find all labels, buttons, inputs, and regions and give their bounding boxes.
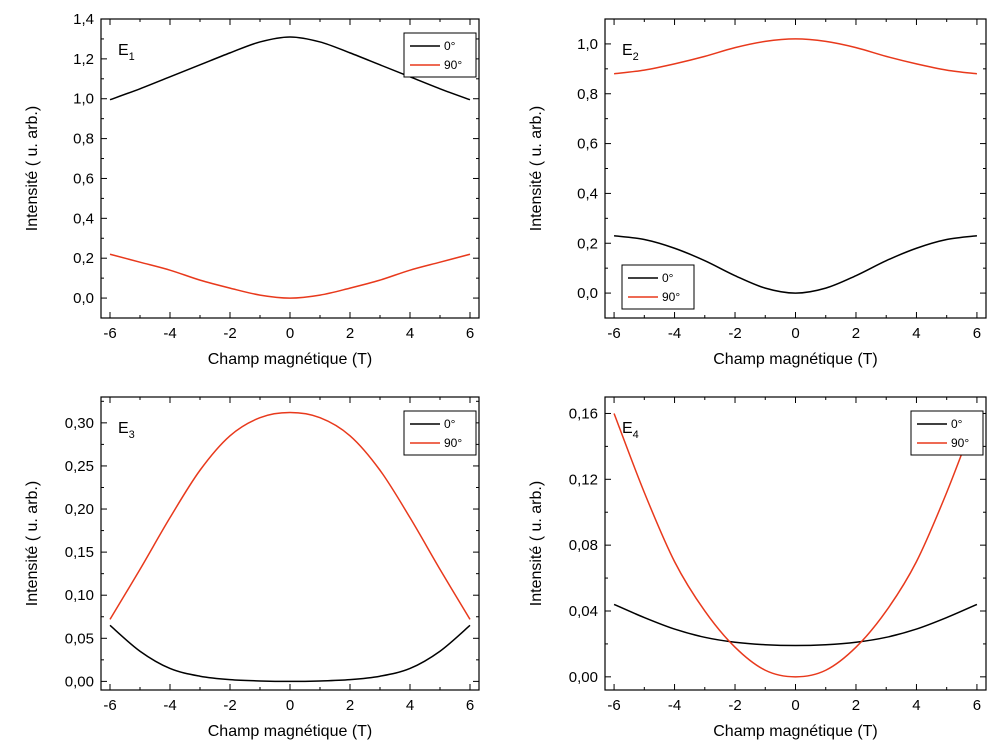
x-tick-label: -2 (728, 325, 741, 342)
y-tick-label: 0,00 (569, 669, 598, 686)
x-tick-label: 6 (973, 697, 981, 714)
legend-entry: 90° (444, 58, 462, 72)
y-tick-label: 1,2 (73, 51, 94, 68)
x-tick-label: 0 (791, 697, 799, 714)
y-axis-title: Intensité ( u. arb.) (528, 481, 545, 606)
legend-entry: 0° (444, 39, 456, 53)
y-tick-label: 0,4 (73, 210, 94, 227)
x-tick-label: 2 (346, 697, 354, 714)
legend-entry: 0° (444, 417, 456, 431)
x-axis-title: Champ magnétique (T) (208, 723, 373, 740)
y-tick-label: 0,00 (65, 673, 94, 690)
x-tick-label: 2 (852, 697, 860, 714)
x-tick-label: -4 (163, 697, 176, 714)
y-tick-label: 0,8 (73, 131, 94, 148)
y-tick-label: 0,30 (65, 415, 94, 432)
chart-panel-3: -6 -4 -2 0 2 4 6 0,00 0,05 0,10 0,15 0,20 0,25 0,30 Ch… (24, 396, 480, 740)
x-tick-label: 0 (791, 325, 799, 342)
x-tick-label: 0 (286, 697, 294, 714)
legend-box (621, 264, 695, 310)
y-tick-label: 1,4 (73, 11, 94, 28)
legend-box (403, 410, 477, 456)
x-tick-label: -4 (163, 325, 176, 342)
y-tick-label: 0,16 (569, 405, 598, 422)
x-tick-label: 6 (973, 325, 981, 342)
y-tick-label: 0,6 (73, 170, 94, 187)
series-line-zero-deg (613, 603, 978, 647)
legend: 0°90° (403, 32, 477, 78)
y-tick-label: 0,20 (65, 501, 94, 518)
chart-panel-1: -6 -4 -2 0 2 4 6 0,0 0,2 0,4 0,6 0,8 1,0 1,2 1,4 Champ … (24, 11, 480, 368)
panel-label: E2 (622, 42, 639, 63)
y-tick-label: 0,25 (65, 458, 94, 475)
x-tick-label: 4 (912, 697, 920, 714)
x-tick-label: 0 (286, 325, 294, 342)
x-tick-label: -6 (607, 697, 620, 714)
y-tick-label: 0,2 (73, 250, 94, 267)
x-tick-label: -6 (607, 325, 620, 342)
x-tick-label: 6 (466, 325, 474, 342)
y-tick-label: 0,04 (569, 603, 598, 620)
x-tick-label: -4 (668, 325, 681, 342)
x-tick-label: 4 (406, 697, 414, 714)
x-axis-title: Champ magnétique (T) (713, 723, 878, 740)
x-axis-title: Champ magnétique (T) (713, 351, 878, 368)
legend-entry: 0° (951, 417, 963, 431)
legend: 0°90° (403, 410, 477, 456)
y-tick-label: 0,15 (65, 544, 94, 561)
legend-entry: 90° (662, 290, 680, 304)
x-axis-title: Champ magnétique (T) (208, 351, 373, 368)
y-tick-label: 0,0 (577, 285, 598, 302)
x-tick-label: -6 (103, 697, 116, 714)
x-tick-label: -2 (223, 325, 236, 342)
series-line-zero-deg (109, 624, 471, 683)
y-tick-label: 0,05 (65, 630, 94, 647)
series-line-ninety-deg (613, 413, 978, 678)
y-tick-label: 0,8 (577, 86, 598, 103)
y-tick-label: 0,10 (65, 587, 94, 604)
chart-panel-4: -6 -4 -2 0 2 4 6 0,00 0,04 0,08 0,12 0,16 Champ magn… (528, 396, 987, 740)
legend-entry: 0° (662, 271, 674, 285)
x-tick-label: -2 (223, 697, 236, 714)
y-tick-label: 1,0 (73, 91, 94, 108)
x-tick-label: 6 (466, 697, 474, 714)
legend-box (403, 32, 477, 78)
x-tick-label: -6 (103, 325, 116, 342)
y-axis-title: Intensité ( u. arb.) (24, 106, 41, 231)
legend: 0°90° (621, 264, 695, 310)
y-tick-label: 1,0 (577, 36, 598, 53)
panel-label: E1 (118, 42, 135, 63)
chart-panel-2: -6 -4 -2 0 2 4 6 0,0 0,2 0,4 0,6 0,8 1,0 Champ magnét… (528, 18, 987, 368)
x-tick-label: -2 (728, 697, 741, 714)
y-tick-label: 0,08 (569, 537, 598, 554)
y-axis-title: Intensité ( u. arb.) (528, 106, 545, 231)
series-line-ninety-deg (613, 38, 978, 75)
series-line-zero-deg (613, 235, 978, 294)
x-tick-label: 4 (406, 325, 414, 342)
x-tick-label: 2 (346, 325, 354, 342)
legend-box (910, 410, 984, 456)
y-axis-title: Intensité ( u. arb.) (24, 481, 41, 606)
panel-label: E3 (118, 420, 135, 441)
y-tick-label: 0,12 (569, 471, 598, 488)
y-tick-label: 0,6 (577, 136, 598, 153)
series-line-ninety-deg (109, 411, 471, 620)
y-tick-label: 0,0 (73, 290, 94, 307)
legend-entry: 90° (444, 436, 462, 450)
y-tick-label: 0,2 (577, 235, 598, 252)
y-tick-label: 0,4 (577, 185, 598, 202)
x-tick-label: -4 (668, 697, 681, 714)
x-tick-label: 4 (912, 325, 920, 342)
legend-entry: 90° (951, 436, 969, 450)
panel-label: E4 (622, 420, 639, 441)
series-line-ninety-deg (109, 253, 471, 299)
x-tick-label: 2 (852, 325, 860, 342)
legend: 0°90° (910, 410, 984, 456)
